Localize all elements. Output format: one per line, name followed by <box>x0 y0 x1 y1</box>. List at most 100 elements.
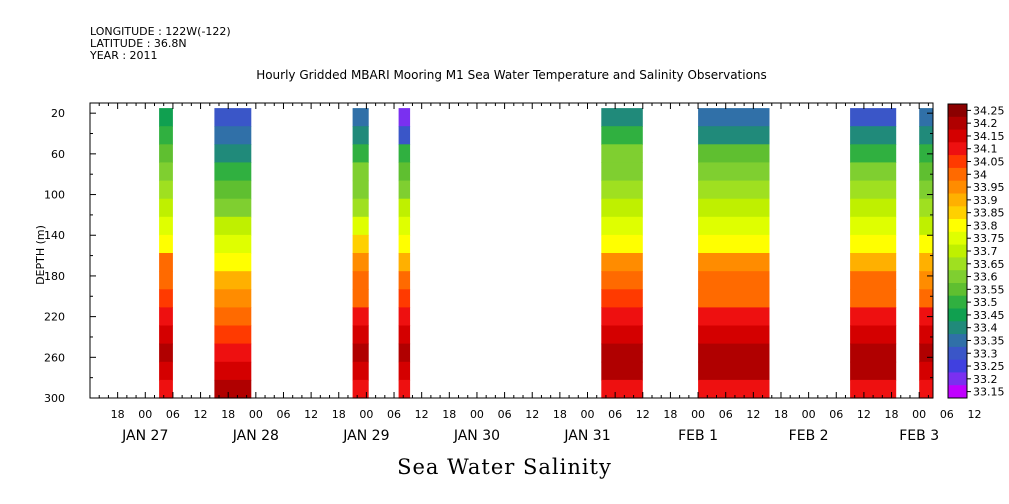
data-block-8-cell <box>919 289 933 308</box>
data-block-5-cell <box>601 162 643 182</box>
colorbar: 34.2534.234.1534.134.053433.9533.933.853… <box>947 103 1005 399</box>
data-block-6-cell <box>698 126 770 145</box>
year-label: YEAR : 2011 <box>90 49 158 62</box>
colorbar-label: 34.05 <box>973 156 1005 169</box>
colorbar-swatch <box>948 244 967 258</box>
y-tick-label: 300 <box>44 392 65 405</box>
data-block-7-cell <box>850 144 897 163</box>
colorbar-swatch <box>948 346 967 361</box>
data-block-3-cell <box>352 234 369 254</box>
latitude-label: LATITUDE : 36.8N <box>90 37 187 50</box>
data-block-8-cell <box>919 307 933 327</box>
date-label: FEB 1 <box>678 428 718 444</box>
colorbar-label: 33.95 <box>973 181 1005 194</box>
data-block-5-cell <box>601 325 643 345</box>
colorbar-swatch <box>948 219 967 233</box>
colorbar-label: 34.15 <box>973 130 1005 143</box>
data-block-5-cell <box>601 108 643 127</box>
data-block-1-cell <box>159 307 173 327</box>
data-block-3-cell <box>352 108 369 127</box>
colorbar-swatch <box>948 155 967 169</box>
data-block-8-cell <box>919 253 933 272</box>
data-block-7-cell <box>850 180 897 200</box>
data-block-8-cell <box>919 379 933 399</box>
data-block-6-cell <box>698 162 770 182</box>
data-block-6-cell <box>698 307 770 327</box>
x-tick-label: 06 <box>940 408 954 421</box>
data-block-8-cell <box>919 126 933 145</box>
data-block-2-cell <box>214 180 252 200</box>
x-tick-label: 12 <box>746 408 760 421</box>
data-block-1-cell <box>159 343 173 363</box>
data-block-7-cell <box>850 234 897 254</box>
x-tick-label: 12 <box>967 408 981 421</box>
data-block-2-cell <box>214 108 252 127</box>
data-block-8-cell <box>919 180 933 200</box>
data-block-6-cell <box>698 379 770 399</box>
colorbar-swatch <box>948 270 967 284</box>
data-block-7-cell <box>850 379 897 399</box>
data-block-1-cell <box>159 253 173 272</box>
data-block-2-cell <box>214 343 252 363</box>
x-tick-label: 06 <box>719 408 733 421</box>
date-label: JAN 28 <box>232 428 279 444</box>
colorbar-label: 33.15 <box>973 386 1005 399</box>
x-tick-label: 18 <box>553 408 567 421</box>
data-block-1-cell <box>159 325 173 345</box>
x-tick-label: 00 <box>359 408 373 421</box>
data-block-6-cell <box>698 234 770 254</box>
colorbar-label: 34.1 <box>973 143 998 156</box>
x-tick-label: 06 <box>829 408 843 421</box>
variable-label: Sea Water Salinity <box>397 455 612 479</box>
longitude-label: LONGITUDE : 122W(-122) <box>90 25 231 38</box>
data-block-1-cell <box>159 144 173 163</box>
date-label: JAN 31 <box>563 428 610 444</box>
data-block-1-cell <box>159 162 173 182</box>
data-block-4-cell <box>398 343 411 363</box>
data-block-5-cell <box>601 307 643 327</box>
data-block-7-cell <box>850 108 897 127</box>
data-block-4-cell <box>398 162 411 182</box>
colorbar-label: 33.45 <box>973 309 1005 322</box>
data-block-4-cell <box>398 253 411 272</box>
data-block-1-cell <box>159 108 173 127</box>
data-block-3-cell <box>352 343 369 363</box>
y-tick-label: 60 <box>51 148 65 161</box>
plot-frame <box>89 102 934 399</box>
data-block-6-cell <box>698 198 770 218</box>
colorbar-swatch <box>948 193 967 207</box>
colorbar-swatch <box>948 142 967 156</box>
x-tick-label: 12 <box>194 408 208 421</box>
data-block-3-cell <box>352 289 369 308</box>
x-tick-label: 06 <box>387 408 401 421</box>
colorbar-label: 34 <box>973 168 987 181</box>
colorbar-swatch <box>948 359 967 373</box>
x-tick-label: 12 <box>857 408 871 421</box>
data-block-6-cell <box>698 216 770 236</box>
data-blocks <box>159 108 933 399</box>
data-block-8-cell <box>919 361 933 381</box>
data-block-2-cell <box>214 216 252 236</box>
data-block-5-cell <box>601 144 643 163</box>
data-block-2-cell <box>214 325 252 345</box>
data-block-8-cell <box>919 108 933 127</box>
date-label: FEB 3 <box>899 428 939 444</box>
data-block-8-cell <box>919 162 933 182</box>
colorbar-label: 33.4 <box>973 322 998 335</box>
data-block-2-cell <box>214 289 252 308</box>
y-axis-label: DEPTH (m) <box>34 225 47 285</box>
x-tick-label: 18 <box>774 408 788 421</box>
data-block-5-cell <box>601 271 643 290</box>
data-block-4-cell <box>398 307 411 327</box>
data-block-2-cell <box>214 361 252 381</box>
colorbar-label: 34.25 <box>973 104 1005 117</box>
data-block-4-cell <box>398 361 411 381</box>
data-block-2-cell <box>214 271 252 290</box>
x-tick-label: 12 <box>304 408 318 421</box>
colorbar-label: 34.2 <box>973 117 998 130</box>
date-label: JAN 30 <box>453 428 500 444</box>
data-block-1-cell <box>159 216 173 236</box>
data-block-4-cell <box>398 108 411 127</box>
data-block-8-cell <box>919 234 933 254</box>
data-block-3-cell <box>352 144 369 163</box>
